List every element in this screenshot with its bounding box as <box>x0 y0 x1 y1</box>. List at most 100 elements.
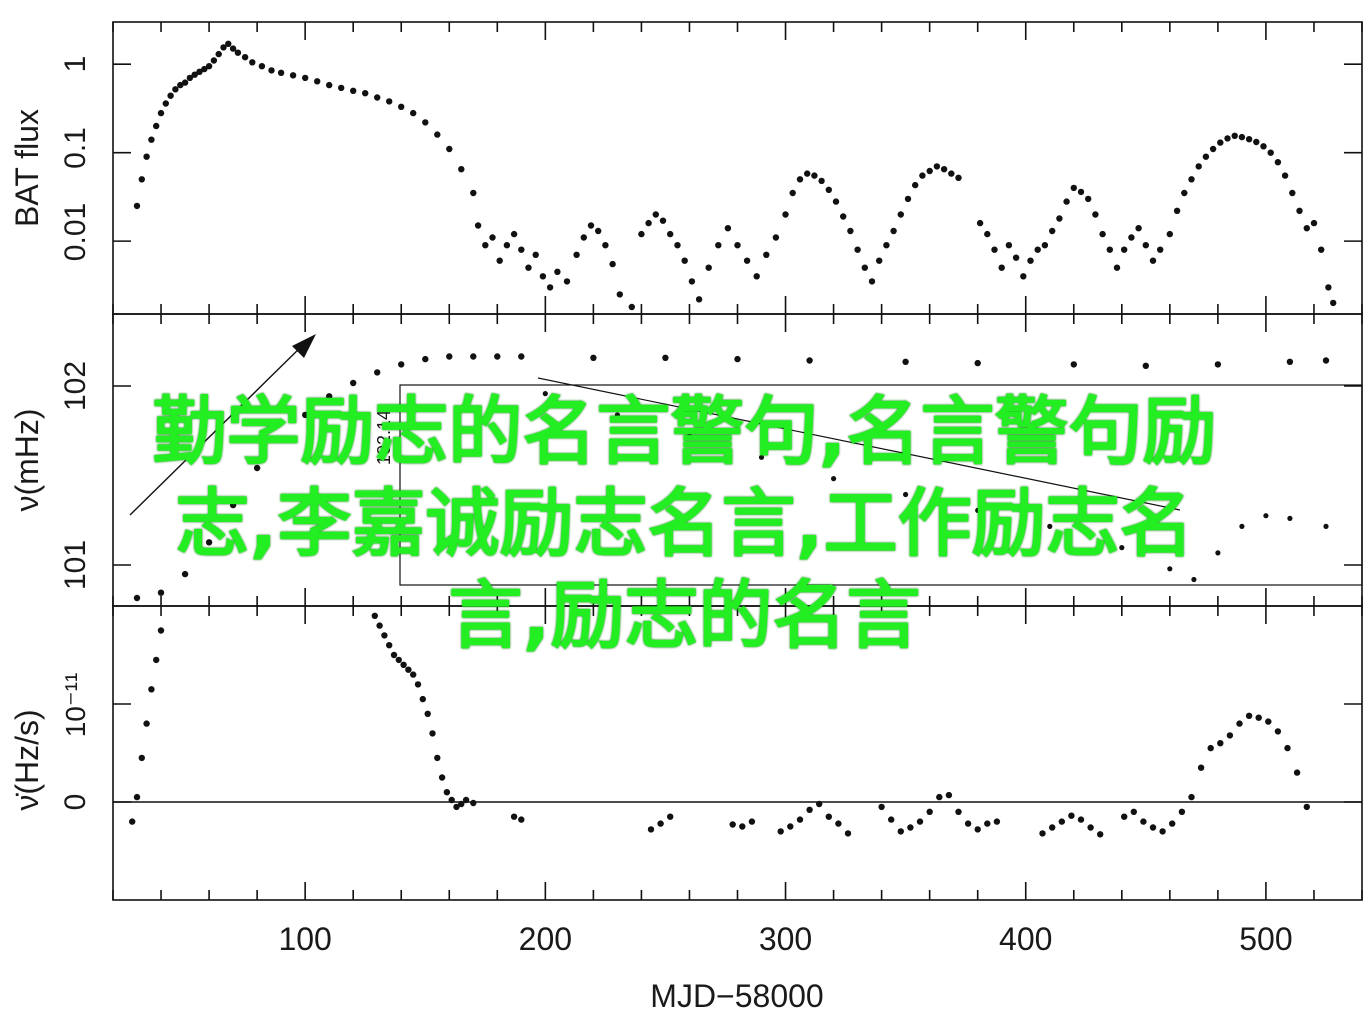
data-point <box>1274 159 1282 166</box>
y-axis-label-frequency-derivative: ν̇(Hz/s) <box>9 709 45 810</box>
data-point <box>1128 234 1135 241</box>
data-point <box>196 68 203 76</box>
data-point <box>876 257 883 264</box>
data-point <box>302 74 309 82</box>
data-point <box>143 720 150 727</box>
data-point <box>904 195 912 203</box>
data-point <box>1106 246 1114 253</box>
data-point <box>729 821 736 828</box>
data-point <box>976 219 984 227</box>
data-point <box>743 257 751 264</box>
data-point <box>205 539 213 546</box>
data-point <box>225 40 232 47</box>
data-point <box>1077 816 1085 823</box>
data-point <box>772 234 780 241</box>
data-point <box>609 260 616 268</box>
inset-data-point <box>1047 523 1053 530</box>
data-point <box>470 353 477 360</box>
data-point <box>964 820 972 827</box>
data-point <box>1303 803 1311 811</box>
data-point <box>1041 242 1049 249</box>
data-point <box>314 78 321 85</box>
data-point <box>302 411 309 419</box>
data-point <box>1005 242 1013 249</box>
data-point <box>616 291 623 298</box>
data-point <box>424 710 431 717</box>
data-point <box>890 227 897 235</box>
inset-data-point <box>758 454 765 460</box>
inset-data-point <box>1287 515 1293 522</box>
data-point <box>277 435 285 442</box>
data-point <box>129 818 136 825</box>
data-point <box>1092 211 1099 218</box>
data-point <box>919 172 926 179</box>
data-point <box>133 202 141 210</box>
data-point <box>1303 225 1311 232</box>
data-point <box>446 145 453 153</box>
inset-data-point <box>975 507 981 513</box>
data-point <box>1039 830 1046 837</box>
data-point <box>181 79 189 86</box>
data-point <box>443 789 451 796</box>
data-point <box>1238 133 1246 141</box>
data-point <box>277 69 285 77</box>
data-point <box>1034 246 1041 253</box>
data-point <box>177 81 184 89</box>
data-point <box>181 570 189 578</box>
data-point <box>249 59 256 66</box>
data-point <box>429 730 436 737</box>
data-point <box>422 119 429 126</box>
data-point <box>1159 828 1166 835</box>
data-point <box>390 651 398 659</box>
data-point <box>453 803 460 811</box>
data-point <box>1293 769 1301 776</box>
data-point <box>1245 136 1253 143</box>
data-point <box>1135 225 1142 232</box>
data-point <box>1325 284 1332 291</box>
data-point <box>628 303 635 311</box>
data-point <box>926 808 933 815</box>
data-point <box>998 264 1005 271</box>
data-point <box>400 661 407 668</box>
data-point <box>258 62 266 70</box>
data-point <box>398 361 405 368</box>
data-point <box>1318 246 1325 253</box>
data-point <box>974 359 981 367</box>
data-point <box>496 257 503 264</box>
data-point <box>1296 207 1303 214</box>
data-point <box>782 211 789 218</box>
data-point <box>376 622 383 629</box>
data-point <box>1178 808 1186 815</box>
data-point <box>563 278 571 285</box>
x-tick-label: 500 <box>1239 921 1292 957</box>
data-point <box>907 824 914 831</box>
data-point <box>777 828 784 835</box>
data-point <box>1027 257 1034 264</box>
data-point <box>974 826 981 833</box>
inset-data-point <box>831 476 837 482</box>
data-point <box>1099 230 1106 238</box>
data-point <box>590 354 597 361</box>
data-point <box>1140 818 1147 825</box>
data-point <box>1310 219 1318 227</box>
data-point <box>993 818 1001 825</box>
data-point <box>489 234 496 241</box>
data-point <box>1281 172 1289 179</box>
data-point <box>1289 189 1296 197</box>
data-point <box>1149 257 1157 264</box>
data-point <box>912 181 919 189</box>
data-point <box>157 109 165 117</box>
data-point <box>210 57 218 64</box>
data-point <box>796 176 804 183</box>
data-point <box>234 49 242 56</box>
data-point <box>888 816 895 823</box>
data-point <box>162 100 169 107</box>
data-point <box>984 820 991 827</box>
data-point <box>326 81 333 89</box>
data-point <box>546 284 554 291</box>
data-point <box>1330 299 1337 307</box>
data-point <box>638 230 645 238</box>
overlay-text-line-1: 勤学励志的名言警句,名言警句励 <box>152 389 1217 475</box>
data-point <box>748 818 756 825</box>
data-point <box>133 793 141 801</box>
